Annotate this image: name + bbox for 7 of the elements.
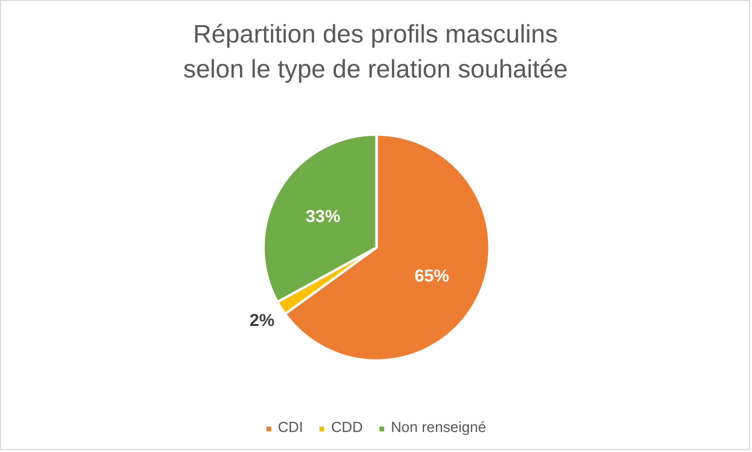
data-label: 2% (249, 310, 275, 330)
legend-label: CDD (331, 420, 363, 436)
data-label: 65% (414, 266, 450, 286)
legend-label: Non renseigné (390, 420, 486, 436)
legend-label: CDI (278, 420, 304, 436)
data-label: 33% (306, 206, 340, 226)
chart-title: Répartition des profils masculins selon le type de relation souhaitée (183, 20, 568, 84)
